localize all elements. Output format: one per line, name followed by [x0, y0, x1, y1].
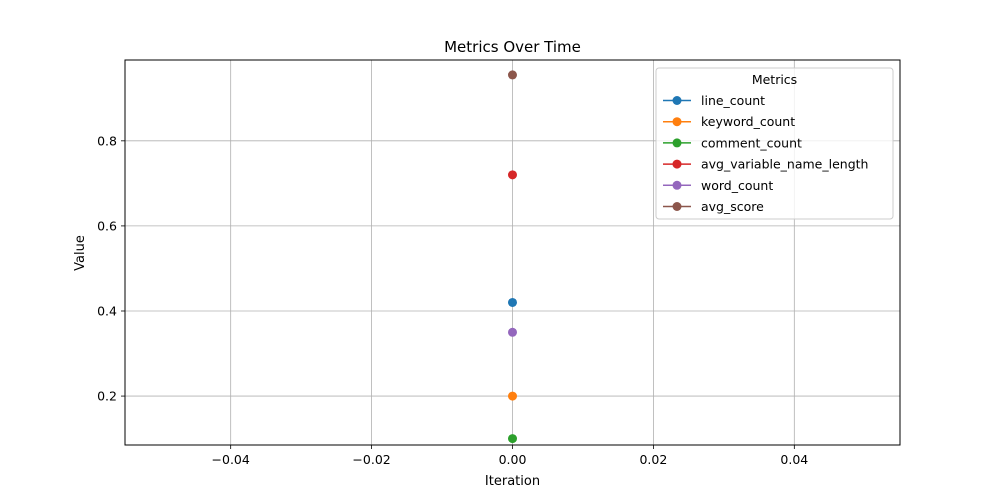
y-tick-label: 0.4 [97, 303, 117, 318]
y-tick-label: 0.2 [97, 389, 117, 404]
chart-title: Metrics Over Time [444, 38, 581, 56]
legend-label-avg_variable_name_length: avg_variable_name_length [701, 157, 868, 172]
y-axis-label: Value [73, 235, 88, 271]
legend-marker-avg_score [672, 202, 682, 211]
legend-items: line_count keyword_count comment_count avg_… [663, 93, 868, 214]
legend-label-comment_count: comment_count [701, 135, 802, 150]
data-point-avg_variable_name_length [508, 170, 517, 180]
legend-marker-line_count [672, 96, 682, 105]
x-tick-label: −0.02 [352, 452, 390, 467]
y-axis-ticks: 0.2 0.4 0.6 0.8 [97, 133, 125, 404]
x-tick-label: −0.04 [212, 452, 250, 467]
legend-label-keyword_count: keyword_count [701, 114, 795, 129]
legend-label-line_count: line_count [701, 93, 765, 108]
legend-marker-word_count [672, 180, 682, 190]
data-point-keyword_count [508, 391, 517, 401]
legend-marker-comment_count [672, 138, 682, 148]
x-axis-label: Iteration [485, 474, 540, 489]
x-axis-ticks: −0.04 −0.02 0.00 0.02 0.04 [212, 445, 808, 467]
legend-title: Metrics [752, 72, 797, 87]
series-markers [508, 70, 517, 444]
x-tick-label: 0.00 [499, 452, 527, 467]
data-point-comment_count [508, 434, 517, 444]
legend-label-avg_score: avg_score [701, 199, 764, 214]
legend-marker-keyword_count [672, 117, 682, 127]
legend-box [655, 67, 894, 220]
data-point-word_count [508, 327, 517, 337]
legend-label-word_count: word_count [701, 178, 773, 193]
y-tick-label: 0.8 [97, 133, 117, 148]
y-tick-label: 0.6 [97, 218, 117, 233]
legend: Metrics line_count keyword_count comment_c… [655, 67, 894, 220]
legend-marker-avg_variable_name_length [672, 159, 682, 169]
data-point-line_count [508, 297, 517, 307]
x-tick-label: 0.04 [780, 452, 808, 467]
data-point-avg_score [508, 70, 517, 80]
x-tick-label: 0.02 [639, 452, 667, 467]
